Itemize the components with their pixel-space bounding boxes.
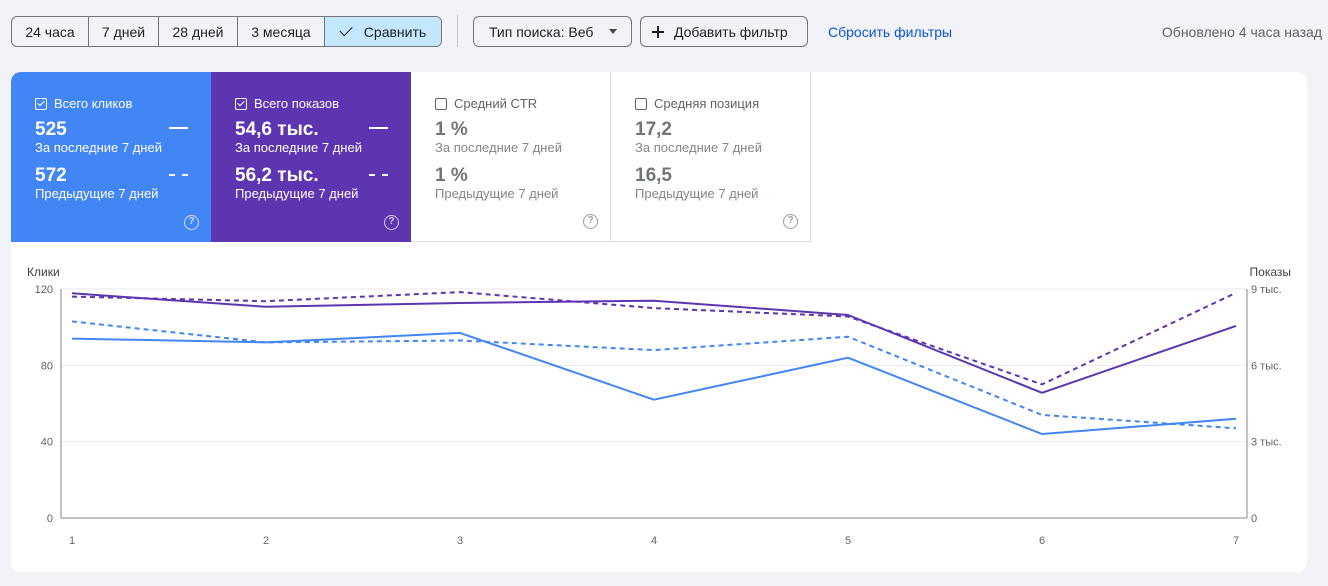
metric-previous-label: Предыдущие 7 дней xyxy=(235,186,359,201)
x-tick-label: 3 xyxy=(457,535,463,547)
legend-dashed-line xyxy=(169,174,188,176)
period-3m-button[interactable]: 3 месяца xyxy=(238,17,325,46)
toolbar: 24 часа 7 дней 28 дней 3 месяца Сравнить… xyxy=(0,0,1328,64)
add-filter-button[interactable]: Добавить фильтр xyxy=(640,16,808,47)
y-tick-left: 0 xyxy=(47,513,53,525)
metric-previous-label: Предыдущие 7 дней xyxy=(35,186,159,201)
metric-title: Средняя позиция xyxy=(654,96,760,111)
period-28d-button[interactable]: 28 дней xyxy=(159,17,238,46)
metric-previous-label: Предыдущие 7 дней xyxy=(635,186,759,201)
y-tick-left: 40 xyxy=(41,437,53,449)
period-selector: 24 часа 7 дней 28 дней 3 месяца Сравнить xyxy=(11,16,442,47)
y-axis-title-right: Показы xyxy=(1249,265,1291,279)
y-tick-right: 0 xyxy=(1251,513,1257,525)
checkbox-empty-icon[interactable] xyxy=(635,97,647,110)
metric-current-value: 54,6 тыс. xyxy=(235,119,319,140)
y-tick-right: 6 тыс. xyxy=(1251,360,1282,372)
metric-card-position[interactable]: Средняя позиция 17,2 За последние 7 дней… xyxy=(611,72,811,242)
period-24h-button[interactable]: 24 часа xyxy=(12,17,89,46)
series-line-clicks-solid xyxy=(71,331,1237,435)
x-tick-label: 1 xyxy=(69,535,75,547)
y-tick-left: 80 xyxy=(41,360,53,372)
legend-dashed-line xyxy=(369,174,388,176)
legend-solid-line xyxy=(169,127,188,129)
metric-previous-value: 56,2 тыс. xyxy=(235,165,319,186)
metric-title: Всего кликов xyxy=(54,96,133,111)
checkbox-empty-icon[interactable] xyxy=(435,97,447,110)
updated-status: Обновлено 4 часа назад xyxy=(1161,24,1322,40)
metric-previous-value: 16,5 xyxy=(635,165,672,186)
compare-button[interactable]: Сравнить xyxy=(325,17,441,46)
x-tick-label: 7 xyxy=(1233,535,1239,547)
metric-current-value: 525 xyxy=(35,119,67,140)
x-tick-label: 4 xyxy=(651,535,657,547)
legend-solid-line xyxy=(369,127,388,129)
x-tick-label: 6 xyxy=(1039,535,1045,547)
add-filter-label: Добавить фильтр xyxy=(674,23,788,40)
metric-current-label: За последние 7 дней xyxy=(35,140,162,155)
metric-current-value: 1 % xyxy=(435,119,468,140)
metric-current-label: За последние 7 дней xyxy=(235,140,362,155)
series-line-impressions-solid xyxy=(71,292,1237,394)
metric-card-impressions[interactable]: Всего показов 54,6 тыс. За последние 7 д… xyxy=(211,72,411,242)
toolbar-divider xyxy=(457,15,458,47)
help-icon[interactable]: ? xyxy=(783,214,798,229)
x-tick-label: 5 xyxy=(845,535,851,547)
metric-current-label: За последние 7 дней xyxy=(635,140,762,155)
y-tick-left: 120 xyxy=(35,284,53,296)
metric-previous-label: Предыдущие 7 дней xyxy=(435,186,559,201)
plus-icon xyxy=(652,25,664,38)
metric-card-ctr[interactable]: Средний CTR 1 % За последние 7 дней 1 % … xyxy=(411,72,611,242)
y-tick-right: 3 тыс. xyxy=(1251,437,1282,449)
help-icon[interactable]: ? xyxy=(583,214,598,229)
y-tick-right: 9 тыс. xyxy=(1251,284,1282,296)
metric-previous-value: 1 % xyxy=(435,165,468,186)
metric-title: Средний CTR xyxy=(454,96,538,111)
caret-down-icon xyxy=(609,29,618,34)
metric-previous-value: 572 xyxy=(35,165,67,186)
reset-filters-link[interactable]: Сбросить фильтры xyxy=(828,24,953,40)
checkbox-checked-icon[interactable] xyxy=(35,97,47,110)
performance-card: Всего кликов 525 За последние 7 дней 572… xyxy=(11,72,1307,572)
metric-current-label: За последние 7 дней xyxy=(435,140,562,155)
checkbox-checked-icon[interactable] xyxy=(235,97,247,110)
check-icon xyxy=(339,22,353,37)
metric-current-value: 17,2 xyxy=(635,119,672,140)
y-axis-title-left: Клики xyxy=(27,265,60,279)
metric-card-clicks[interactable]: Всего кликов 525 За последние 7 дней 572… xyxy=(11,72,211,242)
series-line-clicks-dashed xyxy=(71,320,1237,430)
series-line-impressions-dashed xyxy=(71,291,1237,386)
performance-chart: 0 0 40 3 тыс. 80 6 тыс. 120 9 тыс. 1 2 3 4 5 6 7 xyxy=(35,284,1282,547)
compare-label: Сравнить xyxy=(363,23,427,40)
period-7d-button[interactable]: 7 дней xyxy=(89,17,159,46)
search-type-dropdown[interactable]: Тип поиска: Веб xyxy=(473,16,632,47)
help-icon[interactable]: ? xyxy=(384,215,399,230)
metric-title: Всего показов xyxy=(254,96,339,111)
search-type-label: Тип поиска: Веб xyxy=(489,23,594,40)
x-tick-label: 2 xyxy=(263,535,269,547)
help-icon[interactable]: ? xyxy=(184,215,199,230)
